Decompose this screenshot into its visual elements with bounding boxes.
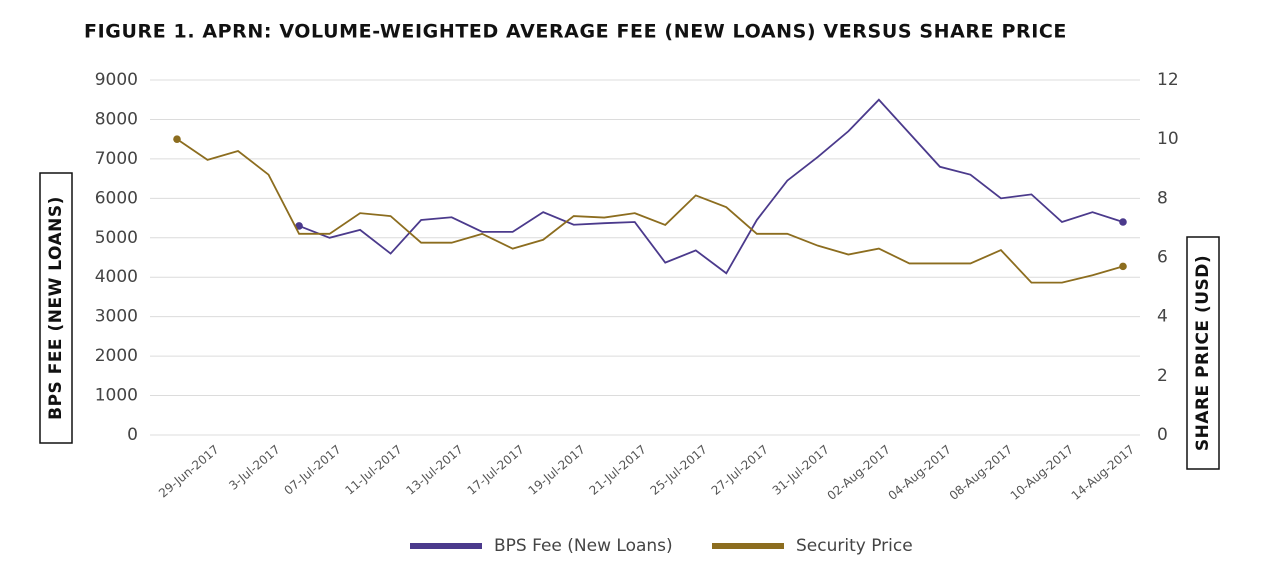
- y-tick-label: 2000: [95, 346, 138, 366]
- y2-tick-label: 0: [1157, 425, 1168, 445]
- x-tick-label: 11-Jul-2017: [342, 442, 404, 497]
- y-tick-label: 5000: [95, 228, 138, 248]
- x-tick-label: 29-Jun-2017: [156, 442, 222, 500]
- y-tick-label: 6000: [95, 188, 138, 208]
- y-tick-label: 4000: [95, 267, 138, 287]
- x-tick-label: 02-Aug-2017: [825, 442, 893, 503]
- y-label-box: [39, 172, 73, 444]
- x-tick-label: 14-Aug-2017: [1069, 442, 1137, 503]
- x-tick-label: 21-Jul-2017: [587, 442, 649, 497]
- legend-swatch: [410, 543, 482, 549]
- y2-tick-label: 10: [1157, 129, 1179, 149]
- x-tick-label: 08-Aug-2017: [947, 442, 1015, 503]
- y2-label-box: [1186, 236, 1220, 470]
- y2-tick-label: 2: [1157, 366, 1168, 386]
- x-tick-label: 10-Aug-2017: [1008, 442, 1076, 503]
- x-tick-label: 31-Jul-2017: [770, 442, 832, 497]
- y2-tick-label: 12: [1157, 70, 1179, 90]
- x-tick-label: 13-Jul-2017: [403, 442, 465, 497]
- x-tick-label: 17-Jul-2017: [465, 442, 527, 497]
- legend-swatch: [712, 543, 784, 549]
- x-tick-label: 04-Aug-2017: [886, 442, 954, 503]
- series-line: [176, 138, 1124, 284]
- end-point: [1119, 262, 1127, 271]
- x-tick-label: 19-Jul-2017: [526, 442, 588, 497]
- y-tick-label: 3000: [95, 307, 138, 327]
- legend-label: Security Price: [796, 536, 913, 556]
- y-tick-label: 8000: [95, 109, 138, 129]
- x-tick-label: 07-Jul-2017: [281, 442, 343, 497]
- y-tick-label: 9000: [95, 70, 138, 90]
- y-axis-label: BPS FEE (NEW LOANS): [46, 196, 66, 420]
- series-line: [298, 98, 1124, 275]
- y-tick-label: 0: [127, 425, 138, 445]
- y2-axis-label: SHARE PRICE (USD): [1193, 255, 1213, 451]
- y2-tick-label: 8: [1157, 188, 1168, 208]
- legend-label: BPS Fee (New Loans): [494, 536, 673, 556]
- end-point: [173, 135, 181, 143]
- end-point: [1119, 218, 1127, 226]
- y-tick-label: 1000: [95, 386, 138, 406]
- y-tick-label: 7000: [95, 149, 138, 169]
- x-tick-label: 25-Jul-2017: [648, 442, 710, 497]
- x-tick-label: 27-Jul-2017: [709, 442, 771, 497]
- y2-tick-label: 4: [1157, 307, 1168, 327]
- y2-tick-label: 6: [1157, 248, 1168, 268]
- x-tick-label: 3-Jul-2017: [226, 442, 282, 493]
- chart-title: FIGURE 1. APRN: VOLUME-WEIGHTED AVERAGE …: [84, 21, 1067, 43]
- end-point: [295, 222, 303, 230]
